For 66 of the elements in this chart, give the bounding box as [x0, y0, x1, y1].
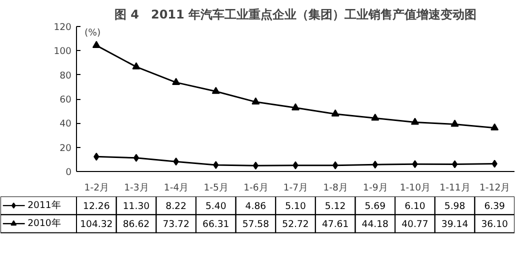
y-tick-label: 80 [60, 70, 72, 82]
x-tick-label: 1-6月 [244, 182, 268, 194]
data-label: 6.10 [404, 201, 426, 212]
legend-label: 2011年 [28, 200, 60, 212]
point [133, 154, 140, 162]
point [213, 160, 219, 169]
point [372, 160, 378, 169]
data-label: 5.10 [285, 201, 306, 212]
data-label: 39.14 [441, 219, 468, 230]
data-label: 73.72 [162, 219, 190, 230]
point [292, 103, 300, 110]
point [172, 78, 180, 85]
y-tick-label: 20 [60, 142, 72, 154]
data-label: 5.40 [205, 201, 226, 212]
point [490, 123, 499, 130]
data-label: 11.30 [122, 201, 150, 212]
point [410, 118, 419, 125]
y-tick-label: 100 [54, 46, 72, 58]
point [492, 160, 498, 168]
x-tick-label: 1-3月 [124, 182, 148, 194]
y-tick-label: 60 [60, 94, 72, 106]
legend-label: 2010年 [28, 218, 60, 230]
point [450, 120, 459, 127]
point [92, 40, 100, 48]
data-label: 36.10 [481, 219, 508, 230]
point [331, 109, 340, 116]
data-label: 47.61 [322, 219, 349, 230]
point [371, 114, 380, 121]
y-tick-label: 0 [66, 167, 72, 178]
point [412, 160, 418, 168]
x-tick-label: 1-4月 [164, 182, 188, 194]
point [94, 152, 100, 161]
x-tick-label: 1-9月 [363, 182, 388, 194]
data-label: 40.77 [402, 219, 428, 230]
data-label: 5.12 [324, 201, 346, 212]
x-tick-label: 1-8月 [323, 182, 348, 194]
point [332, 161, 338, 170]
data-label: 104.32 [80, 219, 113, 230]
chart-title: 图 4 2011 年汽车工业重点企业（集团）工业销售产值增速变动图 [114, 8, 477, 22]
x-tick-label: 1-7月 [283, 182, 308, 194]
data-label: 6.39 [484, 201, 506, 212]
x-tick-label: 1-2月 [84, 182, 109, 194]
data-label: 44.18 [362, 219, 389, 230]
x-tick-label: 1-12月 [480, 182, 510, 194]
data-label: 66.31 [202, 219, 230, 230]
data-label: 52.72 [282, 219, 309, 230]
y-tick-label: 120 [54, 22, 72, 33]
data-label: 12.26 [83, 201, 110, 212]
point [212, 86, 220, 94]
data-label: 86.62 [122, 219, 150, 230]
y-axis-title: (%) [84, 28, 101, 38]
x-tick-label: 1-5月 [204, 182, 228, 194]
point [173, 158, 179, 166]
point [452, 160, 458, 168]
point [132, 62, 140, 70]
data-label: 4.86 [245, 201, 266, 212]
x-tick-label: 1-10月 [400, 182, 430, 194]
data-label: 8.22 [166, 201, 186, 212]
point [252, 97, 260, 104]
x-tick-label: 1-11月 [440, 182, 470, 194]
data-label: 5.69 [364, 201, 386, 212]
point [252, 162, 259, 170]
point [292, 161, 298, 170]
data-label: 57.58 [242, 219, 270, 230]
data-label: 5.98 [444, 201, 466, 212]
y-tick-label: 40 [60, 118, 72, 130]
